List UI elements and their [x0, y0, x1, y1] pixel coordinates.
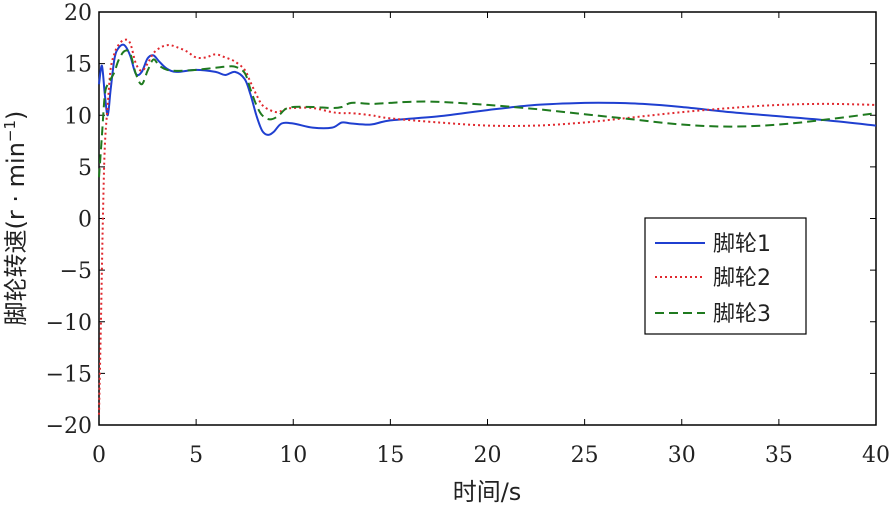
legend-label-wheel-1: 脚轮1: [713, 232, 771, 257]
series-line-wheel-1: [98, 43, 877, 136]
legend-label-wheel-2: 脚轮2: [713, 266, 771, 291]
y-tick-label: −15: [46, 362, 92, 387]
x-tick-label: 20: [474, 443, 502, 468]
y-axis-label-close: ): [2, 111, 30, 120]
y-tick-label: −20: [46, 414, 92, 439]
x-tick-label: 10: [279, 443, 307, 468]
x-tick-label: 0: [92, 443, 106, 468]
y-axis-label: 脚轮转速(r · min−1): [1, 111, 30, 326]
axis-tick-labels: 0 5 10 15 20 25 30 35 40 −20 −15 −10 −5 0 5 10 15 20: [46, 1, 890, 468]
y-tick-label: −10: [46, 311, 92, 336]
x-axis-label: 时间/s: [453, 478, 522, 506]
y-tick-label: −5: [60, 259, 92, 284]
x-tick-label: 25: [571, 443, 599, 468]
series-line-wheel-3: [98, 49, 877, 178]
y-tick-label: 5: [78, 156, 92, 181]
x-tick-label: 30: [668, 443, 696, 468]
y-tick-label: 10: [64, 104, 92, 129]
series-lines: [98, 38, 877, 415]
x-tick-label: 40: [862, 443, 890, 468]
y-tick-label: 20: [64, 1, 92, 26]
x-tick-label: 15: [376, 443, 404, 468]
legend: 脚轮1 脚轮2 脚轮3: [644, 217, 807, 335]
y-axis-label-unit-exponent: −1: [1, 120, 19, 142]
x-tick-label: 5: [189, 443, 203, 468]
y-tick-label: 0: [78, 208, 92, 233]
y-axis-label-main: 脚轮转速(r · min: [2, 142, 30, 325]
legend-label-wheel-3: 脚轮3: [713, 302, 771, 327]
x-tick-label: 35: [765, 443, 793, 468]
y-tick-label: 15: [64, 53, 92, 78]
